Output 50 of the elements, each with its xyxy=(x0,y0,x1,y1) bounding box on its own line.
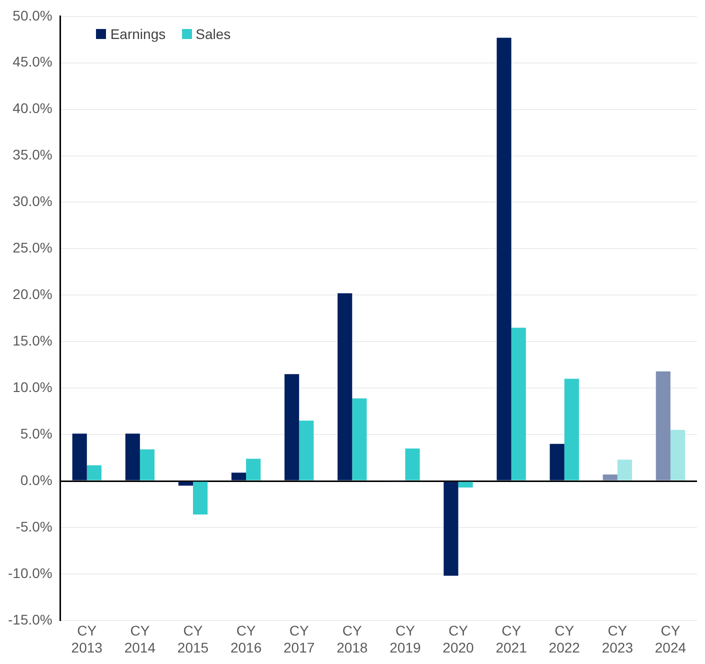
y-tick-label: 30.0% xyxy=(12,193,52,210)
y-tick-label: 40.0% xyxy=(12,100,52,116)
bar xyxy=(231,472,246,480)
x-tick-label: CY 2018 xyxy=(336,622,368,656)
bar xyxy=(140,449,155,480)
bar xyxy=(670,430,686,480)
legend-label: Earnings xyxy=(109,26,166,42)
y-tick-label: 20.0% xyxy=(12,286,52,302)
y-tick-label: 10.0% xyxy=(12,378,52,395)
bar xyxy=(564,378,579,480)
bar xyxy=(72,434,87,480)
x-tick-label: CY 2022 xyxy=(548,622,580,656)
y-tick-label: -15.0% xyxy=(8,611,52,628)
y-tick-label: -10.0% xyxy=(8,564,52,581)
y-tick-label: 25.0% xyxy=(12,240,52,256)
bar xyxy=(458,482,473,488)
x-tick-label: CY 2013 xyxy=(71,622,103,656)
y-tick-label: 5.0% xyxy=(20,425,52,442)
legend-label: Sales xyxy=(194,26,231,42)
y-tick-label: 0.0% xyxy=(20,472,52,488)
y-tick-label: -5.0% xyxy=(16,518,52,534)
bar xyxy=(299,420,314,480)
bar xyxy=(496,38,512,480)
bar xyxy=(246,458,261,480)
x-tick-label: CY 2014 xyxy=(124,622,156,656)
y-tick-label: 15.0% xyxy=(12,332,52,348)
bar xyxy=(192,482,208,514)
x-tick-label: CY 2017 xyxy=(284,622,315,656)
bar xyxy=(617,460,632,480)
y-tick-label: 45.0% xyxy=(12,54,52,70)
bar xyxy=(352,398,367,480)
bar xyxy=(511,328,526,480)
bar xyxy=(405,448,420,480)
bar xyxy=(550,444,564,480)
bar xyxy=(444,482,458,576)
bar xyxy=(284,374,300,480)
x-tick-label: CY 2016 xyxy=(230,622,262,656)
x-tick-label: CY 2015 xyxy=(177,622,209,656)
y-tick-label: 35.0% xyxy=(12,146,52,163)
x-tick-label: CY 2024 xyxy=(654,622,686,656)
bar xyxy=(86,465,102,480)
x-tick-label: CY 2019 xyxy=(390,622,421,656)
bar xyxy=(125,434,140,480)
y-tick-label: 50.0% xyxy=(12,7,52,24)
x-tick-label: CY 2020 xyxy=(442,622,474,656)
bar xyxy=(656,371,670,480)
bar xyxy=(338,293,352,480)
x-tick-label: CY 2023 xyxy=(602,622,634,656)
bar xyxy=(602,474,618,480)
x-tick-label: CY 2021 xyxy=(496,622,528,656)
